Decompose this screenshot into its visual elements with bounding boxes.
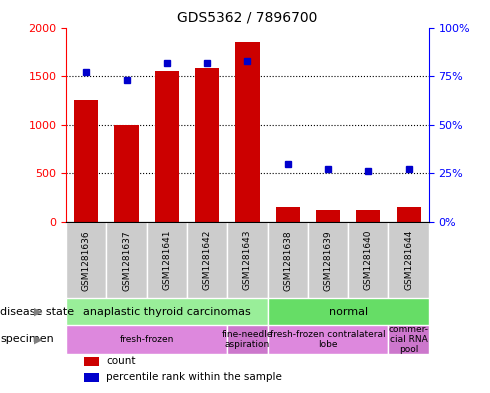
- Title: GDS5362 / 7896700: GDS5362 / 7896700: [177, 11, 318, 25]
- Text: anaplastic thyroid carcinomas: anaplastic thyroid carcinomas: [83, 307, 251, 317]
- Bar: [66, 298, 268, 325]
- Text: normal: normal: [329, 307, 368, 317]
- Bar: [389, 325, 429, 354]
- Bar: [268, 325, 389, 354]
- Bar: [106, 222, 147, 298]
- Text: GSM1281641: GSM1281641: [162, 230, 171, 290]
- Bar: [187, 222, 227, 298]
- Text: commer-
cial RNA
pool: commer- cial RNA pool: [389, 325, 429, 354]
- Bar: [308, 222, 348, 298]
- Text: GSM1281638: GSM1281638: [283, 230, 292, 290]
- Text: specimen: specimen: [0, 334, 54, 344]
- Bar: [389, 222, 429, 298]
- Text: disease state: disease state: [0, 307, 74, 317]
- Text: percentile rank within the sample: percentile rank within the sample: [106, 372, 282, 382]
- Text: ▶: ▶: [34, 307, 43, 317]
- Text: GSM1281642: GSM1281642: [203, 230, 212, 290]
- Bar: [66, 222, 106, 298]
- Bar: [84, 357, 99, 365]
- Bar: [84, 373, 99, 382]
- Bar: [396, 207, 421, 222]
- Bar: [227, 325, 268, 354]
- Text: fine-needle
aspiration: fine-needle aspiration: [221, 330, 273, 349]
- Bar: [356, 210, 380, 222]
- Bar: [195, 68, 219, 222]
- Bar: [147, 222, 187, 298]
- Text: GSM1281636: GSM1281636: [82, 230, 91, 290]
- Text: ▶: ▶: [34, 334, 43, 344]
- Bar: [268, 298, 429, 325]
- Bar: [268, 222, 308, 298]
- Text: GSM1281643: GSM1281643: [243, 230, 252, 290]
- Bar: [235, 42, 260, 222]
- Text: GSM1281637: GSM1281637: [122, 230, 131, 290]
- Bar: [155, 71, 179, 222]
- Bar: [115, 125, 139, 222]
- Bar: [66, 325, 227, 354]
- Text: fresh-frozen: fresh-frozen: [120, 335, 174, 344]
- Bar: [276, 208, 300, 222]
- Bar: [227, 222, 268, 298]
- Text: count: count: [106, 356, 136, 366]
- Text: fresh-frozen contralateral
lobe: fresh-frozen contralateral lobe: [270, 330, 386, 349]
- Bar: [348, 222, 389, 298]
- Bar: [316, 210, 340, 222]
- Bar: [74, 101, 98, 222]
- Text: GSM1281640: GSM1281640: [364, 230, 373, 290]
- Text: GSM1281639: GSM1281639: [323, 230, 333, 290]
- Text: GSM1281644: GSM1281644: [404, 230, 413, 290]
